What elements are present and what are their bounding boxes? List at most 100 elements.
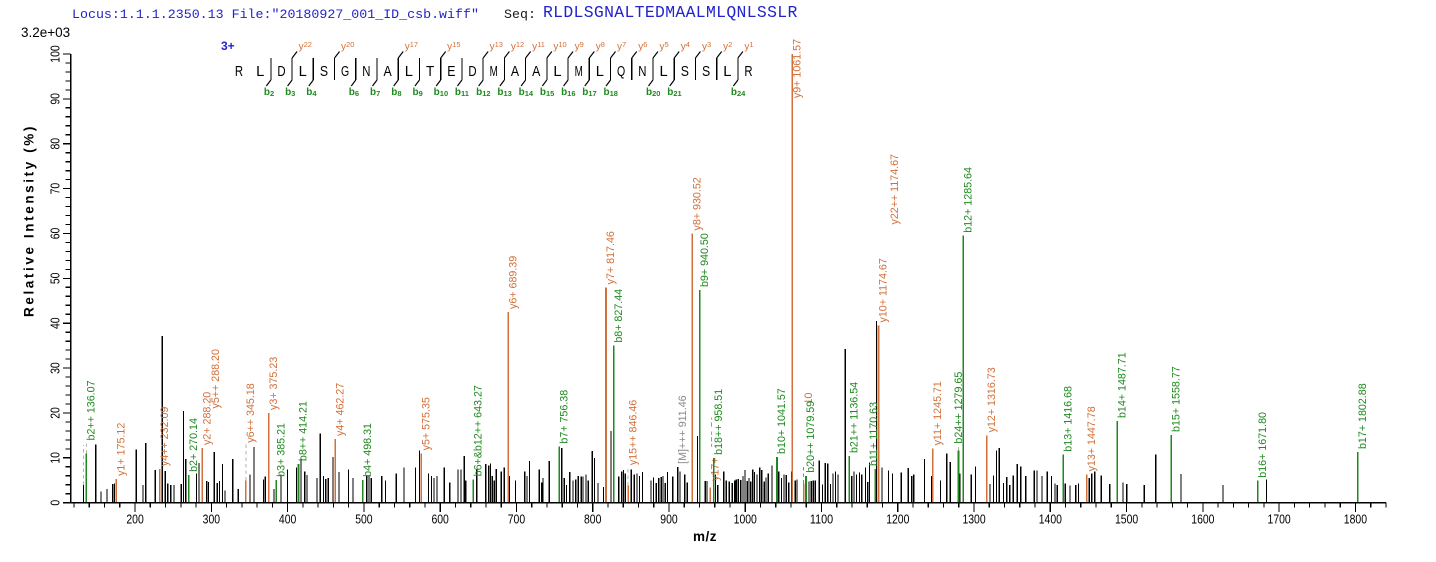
annotated-peak-y11+: y11+ 1245.71 [931,381,944,503]
ladder-y-ion: y4 [681,40,690,53]
ladder-y-ion: y1 [744,40,753,53]
junction-b-tail [372,79,378,87]
ladder-junction: y11 b14 [519,40,545,98]
ladder-junction: b11 [455,58,469,98]
junction-b-tail [265,79,272,87]
x-tick-label: 800 [584,512,601,527]
peak-label: b9+ 940.50 [699,233,711,287]
annotated-peak-y1+: y1+ 175.12 [115,423,127,503]
ladder-b-ion: b3 [285,87,295,98]
y-tick-label: 100 [48,45,63,62]
x-tick-label: 1600 [1191,512,1214,527]
ladder-y-ion: y10 [553,40,566,53]
ladder-junction: y6 [631,40,647,80]
annotated-peak-b3+: b3+ 385.21 [276,423,288,503]
y-tick-label: 20 [48,407,63,419]
annotated-peak-b24++: b24++ 1279.65 [953,372,965,503]
ladder-b-ion: b10 [434,87,448,98]
annotated-peak-b2++: b2++ 136.07 [86,380,98,503]
x-tick-label: 500 [355,512,372,527]
peak-label: b13+ 1416.68 [1062,386,1074,452]
ladder-b-ion: b9 [412,87,422,98]
ladder-b-ion: b13 [497,87,511,98]
peak-label: y2+ 288.20 [202,392,214,445]
ladder-y-ion: y8 [596,40,605,53]
annotated-peak-b7+: b7+ 756.38 [558,390,571,503]
junction-b-tail [584,79,590,87]
junction-y-tail [610,51,616,59]
y-tick-label: 90 [48,93,63,105]
ladder-b-ion: b4 [306,87,317,98]
junction-y-tail [546,51,553,59]
ladder-y-ion: y13 [490,40,503,53]
junction-b-tail [456,79,463,87]
junction-y-tail [588,51,595,59]
ladder-junction: y10 b15 [540,40,567,98]
ladder-b-ion: b6 [349,87,359,98]
peak-label: b2+ 270.14 [188,418,200,472]
x-axis-title: m/z [692,529,717,544]
annotated-peak-b9+: b9+ 940.50 [699,233,711,503]
peak-label-background [804,401,817,475]
peak-label: b14+ 1487.71 [1116,352,1128,418]
junction-b-tail [308,79,314,87]
annotated-peak-b6+&b12++: b6+&b12++ 643.27 [472,385,484,503]
peak-label: y6++ 345.18 [245,383,257,442]
annotated-peak-b11+: b11+ 1170.63 [868,402,880,503]
ladder-b-ion: b21 [667,87,681,98]
ladder-junction: y1 b24 [731,40,754,98]
annotated-peak-b13+: b13+ 1416.68 [1062,386,1074,503]
x-tick-label: 1000 [734,512,757,527]
ladder-y-ion: y20 [341,40,354,53]
ladder-residue: A [511,64,519,80]
annotated-peak-b17+: b17+ 1802.88 [1357,383,1369,503]
ladder-y-ion: y22 [299,40,312,53]
y-tick-label: 60 [48,228,63,240]
ladder-residue: N [638,64,646,80]
annotated-peak-y12+: y12+ 1316.73 [986,367,998,503]
header-sequence: RLDLSGNALTEDMAALMLQNLSSLR [543,3,798,22]
junction-y-tail [673,51,680,59]
ladder-residue: T [426,64,434,80]
y-tick-label: 10 [48,452,63,464]
y-tick-label: 40 [48,317,63,329]
ladder-residue: D [468,64,476,80]
ladder-residue: L [596,64,604,80]
peak-label: y4++ 232.09 [159,407,171,466]
ladder-junction: b6 [349,58,359,98]
x-tick-label: 900 [660,512,677,527]
x-tick-label: 1400 [1039,512,1062,527]
ladder-residue: N [362,64,370,80]
annotated-peak-b4+: b4+ 498.31 [361,423,374,503]
annotated-peak-b20++: b20++ 1079.59 [804,401,817,503]
junction-y-tail [694,51,701,59]
peak-label: b3+ 385.21 [276,423,288,477]
ladder-junction: b2 [264,58,274,98]
ladder-residue: S [702,64,710,80]
ladder-residue: R [744,64,752,80]
x-tick-label: 200 [126,512,143,527]
peak-label: y13+ 1447.78 [1086,406,1098,471]
annotated-peak-y6++: y6++ 345.18 [245,383,257,503]
ladder-b-ion: b16 [561,87,575,98]
ladder-residue: L [553,64,561,80]
ladder-y-ion: y12 [511,40,524,53]
y-tick-label: 80 [48,138,63,150]
x-tick-label: 1300 [962,512,985,527]
ladder-y-ion: y15 [447,40,460,53]
annotated-peak-b8+: b8+ 827.44 [612,289,625,503]
peak-label: b10+ 1041.57 [776,388,788,454]
y-tick-label: 30 [48,362,63,374]
peak-label: b4+ 498.31 [362,423,374,477]
ladder-residue: G [341,64,349,80]
ladder-junction: b7 [370,58,380,98]
ladder-y-ion: y11 [532,40,545,53]
ladder-junction: y20 [333,40,354,80]
ladder-junction: y12 b13 [497,40,524,98]
junction-y-tail [440,51,447,59]
base-peak-intensity: 3.2e+03 [21,25,71,40]
junction-b-tail [414,79,420,87]
ladder-residue: D [277,64,285,80]
ladder-b-ion: b12 [476,87,490,98]
